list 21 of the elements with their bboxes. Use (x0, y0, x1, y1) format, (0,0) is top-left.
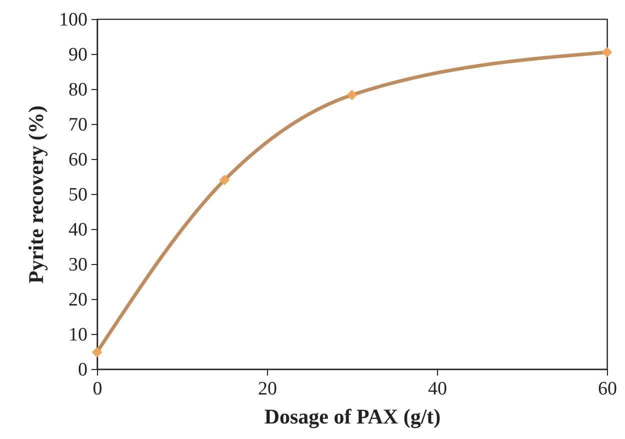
y-tick-label: 20 (68, 290, 88, 310)
y-tick-label: 10 (68, 324, 88, 346)
y-tick-label: 0 (78, 360, 88, 380)
y-tick-label: 60 (68, 150, 88, 170)
x-tick-label: 20 (258, 378, 277, 400)
y-tick-label: 100 (59, 10, 88, 30)
y-tick-label: 90 (68, 44, 88, 66)
y-tick-label: 70 (68, 114, 88, 136)
x-tick-label: 60 (598, 378, 617, 400)
x-axis-title: Dosage of PAX (g/t) (264, 404, 441, 428)
y-tick-label: 30 (68, 254, 88, 276)
point (346, 90, 358, 100)
x-tick-label: 0 (92, 378, 102, 400)
x-tick-label: 40 (428, 378, 447, 400)
y-tick-label: 80 (68, 80, 88, 100)
point (602, 47, 612, 58)
y-tick-label: 50 (68, 184, 88, 206)
y-axis-title: Pyrite recovery (%) (24, 105, 48, 284)
point (219, 174, 230, 186)
point (92, 346, 102, 358)
y-tick-label: 40 (68, 220, 88, 240)
